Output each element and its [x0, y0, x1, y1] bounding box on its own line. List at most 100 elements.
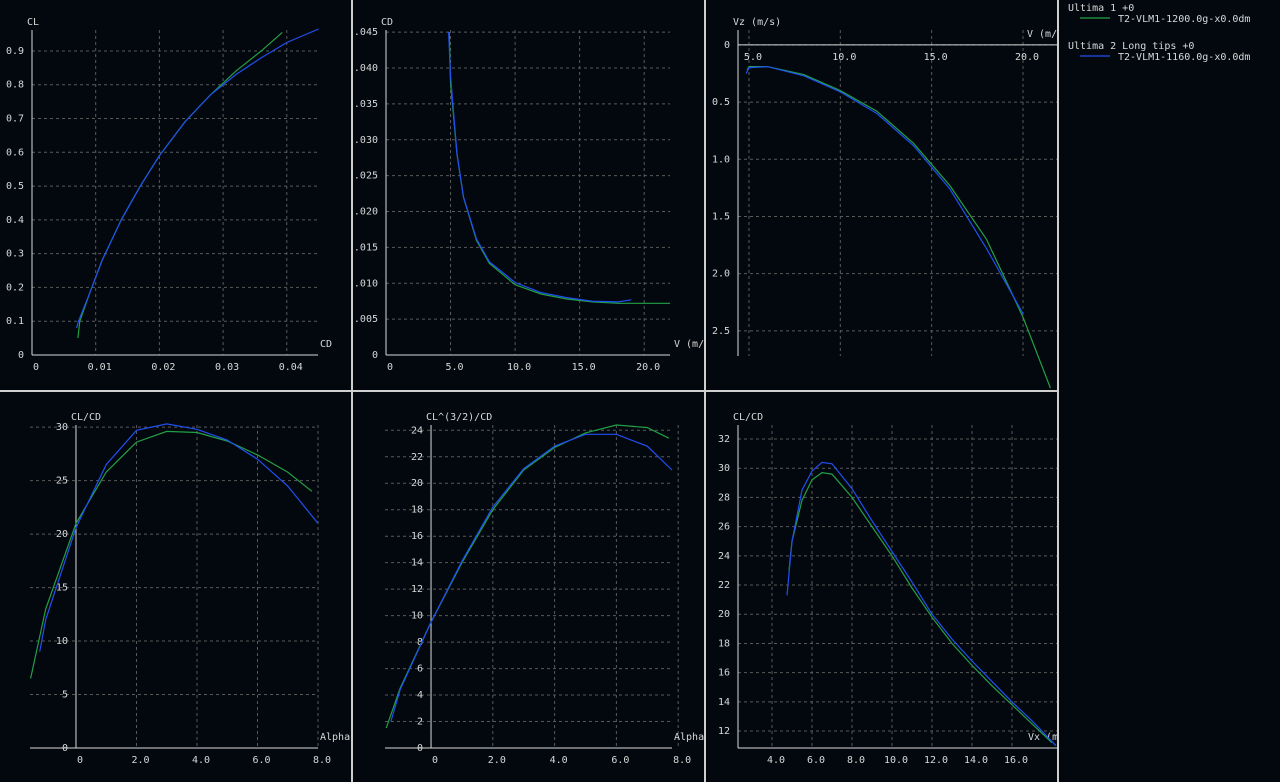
y-axis-label: CL — [27, 17, 39, 28]
y-tick-label: 5 — [62, 690, 68, 701]
y-tick-label: 16 — [411, 531, 423, 542]
x-tick-label: 15.0 — [572, 362, 596, 373]
y-tick-label: 0 — [724, 40, 730, 51]
x-tick-label: 0.04 — [279, 362, 303, 373]
y-tick-label: 12 — [411, 584, 423, 595]
y-tick-label: 14 — [718, 697, 730, 708]
x-tick-label: 8.0 — [313, 755, 331, 766]
x-tick-label: 8.0 — [847, 755, 865, 766]
x-axis-label: Vx (m — [1028, 732, 1058, 743]
x-tick-label: 0 — [33, 362, 39, 373]
series-line — [76, 28, 319, 329]
y-tick-label: 10 — [411, 611, 423, 622]
x-tick-label: 10.0 — [832, 52, 856, 63]
y-tick-label: 24 — [718, 551, 730, 562]
y-tick-label: .045 — [354, 27, 378, 38]
series-line — [390, 433, 673, 722]
x-tick-label: 10.0 — [884, 755, 908, 766]
y-tick-label: 25 — [56, 476, 68, 487]
x-axis-label: V (m/ — [674, 339, 704, 350]
y-tick-label: 32 — [718, 434, 730, 445]
y-tick-label: 0.5 — [6, 181, 24, 192]
y-axis-label: CL/CD — [733, 412, 763, 423]
y-tick-label: 26 — [718, 522, 730, 533]
y-tick-label: 0.9 — [6, 46, 24, 57]
x-tick-label: 0 — [432, 755, 438, 766]
y-tick-label: 20 — [411, 478, 423, 489]
chart: 0 0.01 0.02 0.03 0.04 0 0.1 0.2 0.3 0.4 0.5 0.6 0.7 0… — [6, 17, 332, 373]
chart: 0 5.0 10.0 15.0 20.0 0 .005 .010 .015 .020 .025 .03… — [354, 17, 704, 373]
series-line — [786, 461, 1057, 747]
chart: 02.04.06.08.0024681012141618202224CL^(3/… — [385, 412, 704, 766]
y-tick-label: 1.5 — [712, 211, 730, 222]
chart: 5.0 10.0 15.0 20.0 0 0.5 1.0 1.5 2.0 2.5 Vz (m/s) V… — [712, 17, 1057, 389]
y-axis-label: Vz (m/s) — [733, 17, 781, 28]
y-tick-label: 22 — [718, 580, 730, 591]
x-axis-label: V (m/ — [1027, 29, 1057, 40]
x-tick-label: 4.0 — [192, 755, 210, 766]
x-tick-label: 20.0 — [636, 362, 660, 373]
y-tick-label: .025 — [354, 171, 378, 182]
y-tick-label: 0 — [372, 350, 378, 361]
y-tick-label: 0.5 — [712, 97, 730, 108]
y-tick-label: 20 — [718, 609, 730, 620]
x-tick-label: 15.0 — [924, 52, 948, 63]
y-tick-label: .015 — [354, 242, 378, 253]
y-tick-label: 24 — [411, 425, 423, 436]
y-tick-label: 2.5 — [712, 326, 730, 337]
legend-label: T2-VLM1-1200.0g-x0.0dm — [1118, 14, 1250, 25]
x-tick-label: 5.0 — [744, 52, 762, 63]
x-axis-label: Alpha — [674, 732, 704, 743]
y-tick-label: 0.4 — [6, 215, 24, 226]
y-axis-label: CL/CD — [71, 412, 101, 423]
y-tick-label: 0.1 — [6, 316, 24, 327]
y-tick-label: 0.3 — [6, 249, 24, 260]
y-tick-label: 16 — [718, 668, 730, 679]
x-axis-label: CD — [320, 339, 332, 350]
y-tick-label: .040 — [354, 63, 378, 74]
x-tick-label: 4.0 — [767, 755, 785, 766]
x-tick-label: 2.0 — [488, 755, 506, 766]
x-tick-label: 0 — [77, 755, 83, 766]
y-tick-label: 4 — [417, 690, 423, 701]
series-line — [448, 32, 632, 303]
series-line — [30, 430, 313, 679]
legend-label: T2-VLM1-1160.0g-x0.0dm — [1118, 52, 1250, 63]
y-tick-label: 10 — [56, 636, 68, 647]
x-tick-label: 6.0 — [252, 755, 270, 766]
x-tick-label: 0.02 — [151, 362, 175, 373]
y-tick-label: 22 — [411, 452, 423, 463]
y-tick-label: .020 — [354, 207, 378, 218]
x-tick-label: 6.0 — [807, 755, 825, 766]
x-tick-label: 4.0 — [550, 755, 568, 766]
x-tick-label: 0 — [387, 362, 393, 373]
x-tick-label: 8.0 — [673, 755, 691, 766]
y-tick-label: 30 — [56, 422, 68, 433]
x-tick-label: 20.0 — [1015, 52, 1039, 63]
y-tick-label: 0 — [18, 350, 24, 361]
x-axis-label: Alpha — [320, 732, 350, 743]
y-tick-label: .035 — [354, 99, 378, 110]
y-tick-label: .030 — [354, 135, 378, 146]
y-tick-label: 20 — [56, 529, 68, 540]
y-tick-label: 8 — [417, 637, 423, 648]
x-tick-label: 14.0 — [964, 755, 988, 766]
y-axis-label: CD — [381, 17, 393, 28]
series-line — [788, 471, 1053, 744]
x-tick-label: 12.0 — [924, 755, 948, 766]
y-tick-label: 0.7 — [6, 114, 24, 125]
y-tick-label: 18 — [411, 505, 423, 516]
y-axis-label: CL^(3/2)/CD — [426, 412, 492, 423]
y-tick-label: 0.2 — [6, 282, 24, 293]
legend: Ultima 1 +0T2-VLM1-1200.0g-x0.0dm Ultima … — [1068, 3, 1250, 63]
y-tick-label: 14 — [411, 558, 423, 569]
y-tick-label: .005 — [354, 314, 378, 325]
x-tick-label: 16.0 — [1004, 755, 1028, 766]
y-tick-label: 18 — [718, 638, 730, 649]
x-tick-label: 2.0 — [131, 755, 149, 766]
y-tick-label: 6 — [417, 664, 423, 675]
y-tick-label: 2.0 — [712, 269, 730, 280]
legend-group: Ultima 1 +0 — [1068, 3, 1134, 14]
y-tick-label: 28 — [718, 492, 730, 503]
